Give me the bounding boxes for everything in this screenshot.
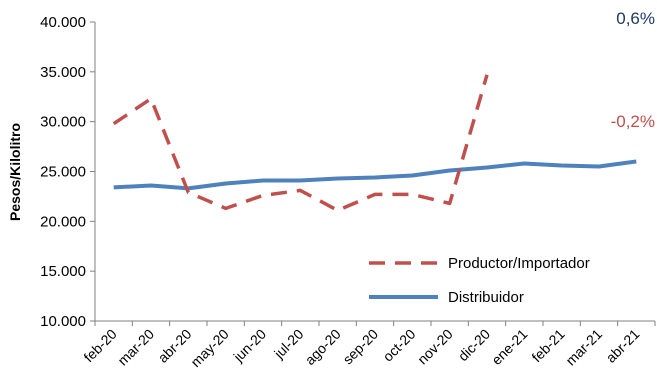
x-tick-label: oct-20 bbox=[380, 326, 419, 365]
x-tick-label: feb-21 bbox=[528, 326, 568, 366]
x-tick-label: nov-20 bbox=[414, 326, 456, 368]
x-tick-label: jun-20 bbox=[230, 326, 270, 366]
legend: Productor/Importador Distribuidor bbox=[369, 255, 590, 306]
y-axis: 10.000 15.000 20.000 25.000 30.000 35.000 40.0… bbox=[40, 14, 96, 330]
series-group bbox=[112, 74, 637, 213]
series-line-distribuidor bbox=[113, 159, 637, 191]
x-tick-label: mar-20 bbox=[114, 326, 157, 369]
x-tick-label: feb-20 bbox=[80, 326, 120, 366]
series-line-productor-importador bbox=[112, 74, 489, 213]
y-tick-label: 10.000 bbox=[40, 313, 86, 330]
x-tick-label: abr-21 bbox=[603, 326, 643, 366]
y-axis-title: Pesos/Kilolitro bbox=[7, 123, 23, 221]
x-tick-label: may-20 bbox=[187, 326, 231, 370]
x-tick-label: dic-20 bbox=[455, 326, 493, 364]
annotation-distribuidor-change: 0,6% bbox=[616, 9, 655, 28]
legend-label: Distribuidor bbox=[448, 289, 524, 306]
x-tick-label: sep-20 bbox=[340, 326, 382, 368]
x-tick-label: ene-21 bbox=[488, 326, 530, 368]
y-tick-label: 30.000 bbox=[40, 114, 86, 131]
y-tick-label: 40.000 bbox=[40, 14, 86, 31]
legend-label: Productor/Importador bbox=[448, 255, 590, 272]
x-tick-label: ago-20 bbox=[302, 326, 344, 368]
x-tick-label: mar-21 bbox=[562, 326, 605, 369]
y-tick-label: 25.000 bbox=[40, 164, 86, 181]
y-tick-label: 20.000 bbox=[40, 213, 86, 230]
y-tick-label: 15.000 bbox=[40, 263, 86, 280]
annotation-productor-change: -0,2% bbox=[611, 112, 655, 131]
y-tick-label: 35.000 bbox=[40, 64, 86, 81]
